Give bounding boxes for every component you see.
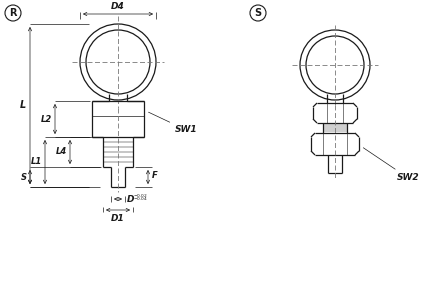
Text: L1: L1 xyxy=(31,157,42,167)
Text: L2: L2 xyxy=(41,115,52,123)
Text: L4: L4 xyxy=(56,147,67,157)
Text: D1: D1 xyxy=(111,214,125,223)
Text: $^{-0.02}_{-0.04}$: $^{-0.02}_{-0.04}$ xyxy=(133,193,148,203)
Text: D4: D4 xyxy=(111,2,125,11)
Text: L: L xyxy=(20,101,26,110)
Text: F: F xyxy=(152,171,158,181)
Text: S: S xyxy=(255,8,262,18)
Text: S: S xyxy=(21,172,27,181)
Text: SW1: SW1 xyxy=(149,112,198,134)
Text: R: R xyxy=(9,8,17,18)
Text: D: D xyxy=(127,195,134,203)
Text: SW2: SW2 xyxy=(363,148,419,182)
